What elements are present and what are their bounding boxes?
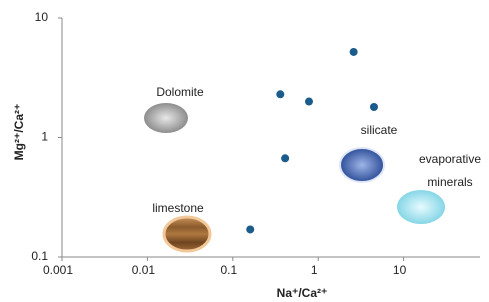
- limestone-icon: [164, 217, 210, 251]
- evaporite-icon: [397, 190, 445, 224]
- point: [246, 225, 254, 233]
- x-tick-label: 0.01: [132, 263, 156, 277]
- y-axis-label: Mg²⁺/Ca²⁺: [12, 104, 26, 161]
- point: [281, 154, 289, 162]
- point: [305, 98, 313, 106]
- annotation: minerals: [427, 175, 472, 189]
- annotation: evaporative: [419, 152, 481, 166]
- x-tick-label: 0.001: [43, 263, 73, 277]
- x-axis-label: Na⁺/Ca²⁺: [277, 286, 328, 300]
- x-tick-label: 0.1: [220, 263, 237, 277]
- y-tick-label: 1: [41, 130, 48, 144]
- x-tick-label: 10: [393, 263, 407, 277]
- annotation: Dolomite: [156, 85, 204, 99]
- chart: Na⁺/Ca²⁺ Mg²⁺/Ca²⁺ 0.001 0.01 0.1 1 10 0.1 1 10…: [0, 0, 489, 302]
- point: [370, 103, 378, 111]
- y-tick-label: 10: [35, 10, 49, 24]
- point: [276, 90, 284, 98]
- silicate-icon: [340, 148, 384, 182]
- annotation: silicate: [361, 123, 398, 137]
- dolomite-icon: [144, 103, 188, 133]
- y-tick-label: 0.1: [31, 249, 48, 263]
- annotation: limestone: [152, 201, 204, 215]
- point: [350, 48, 358, 56]
- x-tick-label: 1: [311, 263, 318, 277]
